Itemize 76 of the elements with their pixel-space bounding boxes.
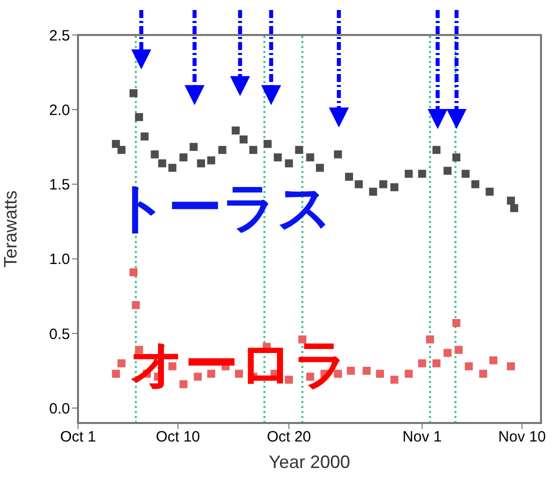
point [207, 156, 216, 164]
y-tick-label: 1.5 [49, 176, 70, 194]
point [454, 346, 463, 354]
point [432, 146, 440, 154]
point [354, 180, 363, 188]
point [240, 135, 248, 144]
point [150, 150, 159, 158]
point [117, 359, 126, 368]
point [334, 150, 342, 158]
point [298, 335, 306, 344]
y-tick-label: 0.0 [49, 400, 70, 418]
point [390, 183, 398, 192]
x-tick-label: Oct 20 [266, 428, 312, 446]
point [346, 366, 355, 375]
point [295, 146, 304, 154]
point [452, 319, 460, 328]
point [264, 140, 272, 148]
point [190, 142, 198, 151]
point [117, 146, 126, 154]
point [432, 359, 440, 368]
y-tick-label: 2.0 [49, 102, 70, 119]
point [194, 372, 202, 381]
point [179, 153, 188, 162]
point [306, 153, 314, 162]
x-tick-label: Oct 1 [60, 428, 96, 446]
point [284, 159, 293, 168]
point [130, 89, 138, 98]
y-tick-label: 2.5 [49, 27, 70, 44]
x-tick-label: Nov 1 [402, 428, 442, 446]
point [158, 159, 166, 168]
point [130, 268, 138, 276]
x-tick-label: Nov 10 [498, 428, 546, 446]
point [510, 204, 518, 212]
point [132, 301, 140, 310]
point [362, 366, 371, 375]
point [379, 180, 388, 188]
point [376, 370, 384, 378]
point [112, 370, 120, 378]
point [140, 132, 149, 140]
point [464, 362, 473, 370]
point [369, 188, 378, 196]
y-axis-title: Terawatts [0, 190, 20, 268]
point [404, 170, 413, 178]
point [390, 376, 398, 384]
point [426, 335, 434, 344]
point [444, 348, 452, 357]
point [249, 146, 258, 154]
point [168, 164, 176, 172]
point [479, 370, 488, 378]
point [197, 159, 206, 168]
point [489, 356, 498, 364]
point [418, 170, 426, 178]
point [418, 359, 426, 368]
point [471, 180, 480, 188]
point [506, 362, 515, 370]
point [112, 140, 120, 148]
point [316, 164, 324, 172]
point [506, 196, 515, 205]
y-tick-label: 1.0 [49, 251, 70, 268]
point [232, 126, 240, 135]
point [404, 370, 413, 378]
point [452, 153, 460, 162]
y-tick-label: 0.5 [49, 326, 70, 343]
x-axis-title: Year 2000 [268, 452, 350, 472]
series-label: トーラス [112, 176, 332, 240]
x-tick-label: Oct 10 [156, 428, 200, 446]
point [274, 153, 282, 162]
point [218, 146, 226, 154]
point [234, 370, 243, 378]
point [345, 172, 354, 181]
point [207, 370, 216, 378]
point [486, 188, 494, 196]
point [284, 376, 293, 384]
point [462, 170, 470, 178]
point [135, 113, 144, 122]
point [444, 166, 452, 175]
